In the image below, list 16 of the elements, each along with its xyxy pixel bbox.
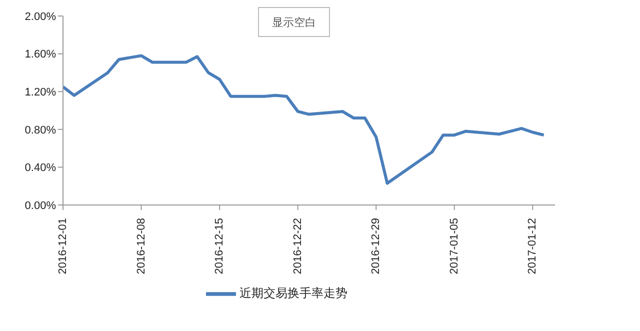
line-series — [63, 54, 546, 185]
y-tick-label: 2.00% — [24, 10, 56, 23]
y-tick-label: 0.00% — [24, 200, 56, 212]
y-tick-label: 1.60% — [24, 48, 56, 61]
x-tick-label: 2016-12-22 — [292, 218, 304, 274]
x-tick-label: 2016-12-15 — [214, 218, 226, 274]
x-tick-label: 2017-01-05 — [448, 218, 460, 274]
y-tick-label: 1.20% — [24, 86, 56, 99]
annotation: 显示空白 — [258, 7, 330, 37]
y-tick-label: 0.80% — [24, 124, 56, 136]
x-tick-label: 2016-12-29 — [370, 218, 382, 274]
x-tick-label: 2016-12-01 — [57, 218, 69, 274]
x-tick-label: 2017-01-12 — [526, 218, 539, 274]
x-tick-label: 2016-12-08 — [135, 218, 148, 274]
y-tick-label: 0.40% — [24, 162, 56, 174]
legend-label: 近期交易换手率走势 — [240, 286, 348, 300]
